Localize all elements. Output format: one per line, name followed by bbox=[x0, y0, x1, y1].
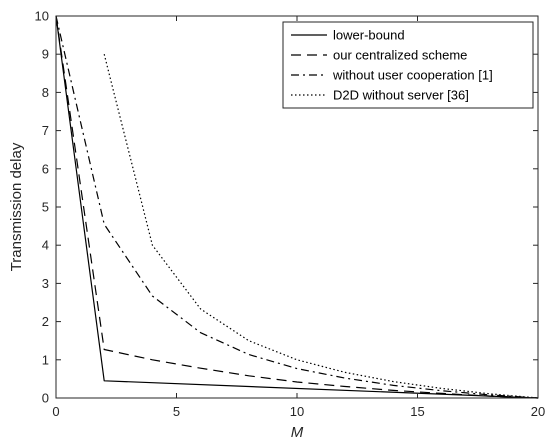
x-tick-label: 20 bbox=[531, 404, 545, 419]
tick-layer: 0 5 10 15 20 0 1 2 3 4 5 6 7 8 9 10 bbox=[35, 9, 546, 420]
legend-label-3: without user cooperation [1] bbox=[332, 68, 493, 83]
series-line-2 bbox=[55, 15, 539, 399]
y-tick-label: 5 bbox=[42, 200, 49, 215]
y-tick-label: 3 bbox=[42, 276, 49, 291]
y-tick-label: 2 bbox=[42, 314, 49, 329]
x-tick-label: 15 bbox=[410, 404, 424, 419]
series-line-3 bbox=[55, 15, 539, 399]
y-tick-label: 4 bbox=[42, 238, 49, 253]
series-layer bbox=[55, 15, 539, 399]
y-tick-label: 9 bbox=[42, 47, 49, 62]
legend-label-4: D2D without server [36] bbox=[333, 88, 469, 103]
y-tick-label: 7 bbox=[42, 123, 49, 138]
series-line-1 bbox=[55, 15, 539, 399]
y-tick-label: 8 bbox=[42, 85, 49, 100]
x-tick-label: 5 bbox=[173, 404, 180, 419]
y-tick-label: 6 bbox=[42, 161, 49, 176]
x-tick-label: 0 bbox=[52, 404, 59, 419]
legend-box bbox=[282, 21, 534, 109]
x-tick-label: 10 bbox=[290, 404, 304, 419]
legend-label-2: our centralized scheme bbox=[333, 48, 467, 63]
y-axis-label: Transmission delay bbox=[8, 142, 25, 271]
x-axis-label: M bbox=[291, 424, 304, 440]
legend: lower-bound our centralized scheme without… bbox=[282, 21, 534, 109]
legend-label-1: lower-bound bbox=[333, 28, 405, 43]
y-tick-label: 10 bbox=[35, 9, 49, 24]
y-tick-label: 0 bbox=[42, 391, 49, 406]
series-line-4 bbox=[103, 54, 539, 399]
y-tick-label: 1 bbox=[42, 352, 49, 367]
